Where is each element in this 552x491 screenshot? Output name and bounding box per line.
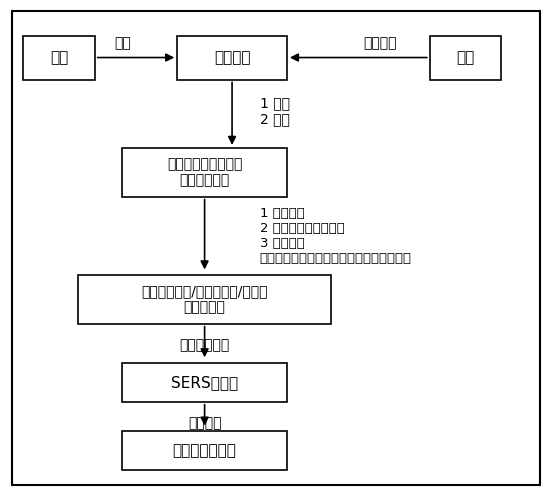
Text: 结果分析: 结果分析 <box>188 417 221 431</box>
FancyBboxPatch shape <box>122 148 287 197</box>
FancyBboxPatch shape <box>23 35 95 80</box>
Text: 液体样品: 液体样品 <box>214 50 250 65</box>
Text: 金属纳米粒子/化合物分子/金属膜
的增强体系: 金属纳米粒子/化合物分子/金属膜 的增强体系 <box>141 284 268 314</box>
Text: 具有疏水作用、平整
光滑的金属膜: 具有疏水作用、平整 光滑的金属膜 <box>167 157 242 188</box>
FancyBboxPatch shape <box>430 35 501 80</box>
FancyBboxPatch shape <box>177 35 287 80</box>
FancyBboxPatch shape <box>12 11 540 485</box>
Text: 水体: 水体 <box>50 50 68 65</box>
Text: 溶剂萃取: 溶剂萃取 <box>364 36 397 50</box>
FancyBboxPatch shape <box>122 431 287 470</box>
Text: SERS光谱图: SERS光谱图 <box>171 375 238 390</box>
Text: 1 过滤
2 滴加: 1 过滤 2 滴加 <box>259 96 289 126</box>
FancyBboxPatch shape <box>122 363 287 402</box>
Text: 1 自然挥发
2 溶剂清洗（必要时）
3 滴加胶体
（含有具备拉曼增强活性的金属纳米粒子）: 1 自然挥发 2 溶剂清洗（必要时） 3 滴加胶体 （含有具备拉曼增强活性的金属… <box>259 207 412 265</box>
Text: 拉曼光谱测试: 拉曼光谱测试 <box>179 339 230 353</box>
Text: 固体: 固体 <box>457 50 475 65</box>
FancyBboxPatch shape <box>78 275 331 324</box>
Text: 鉴定确认化合物: 鉴定确认化合物 <box>173 443 237 458</box>
Text: 提取: 提取 <box>114 36 131 50</box>
